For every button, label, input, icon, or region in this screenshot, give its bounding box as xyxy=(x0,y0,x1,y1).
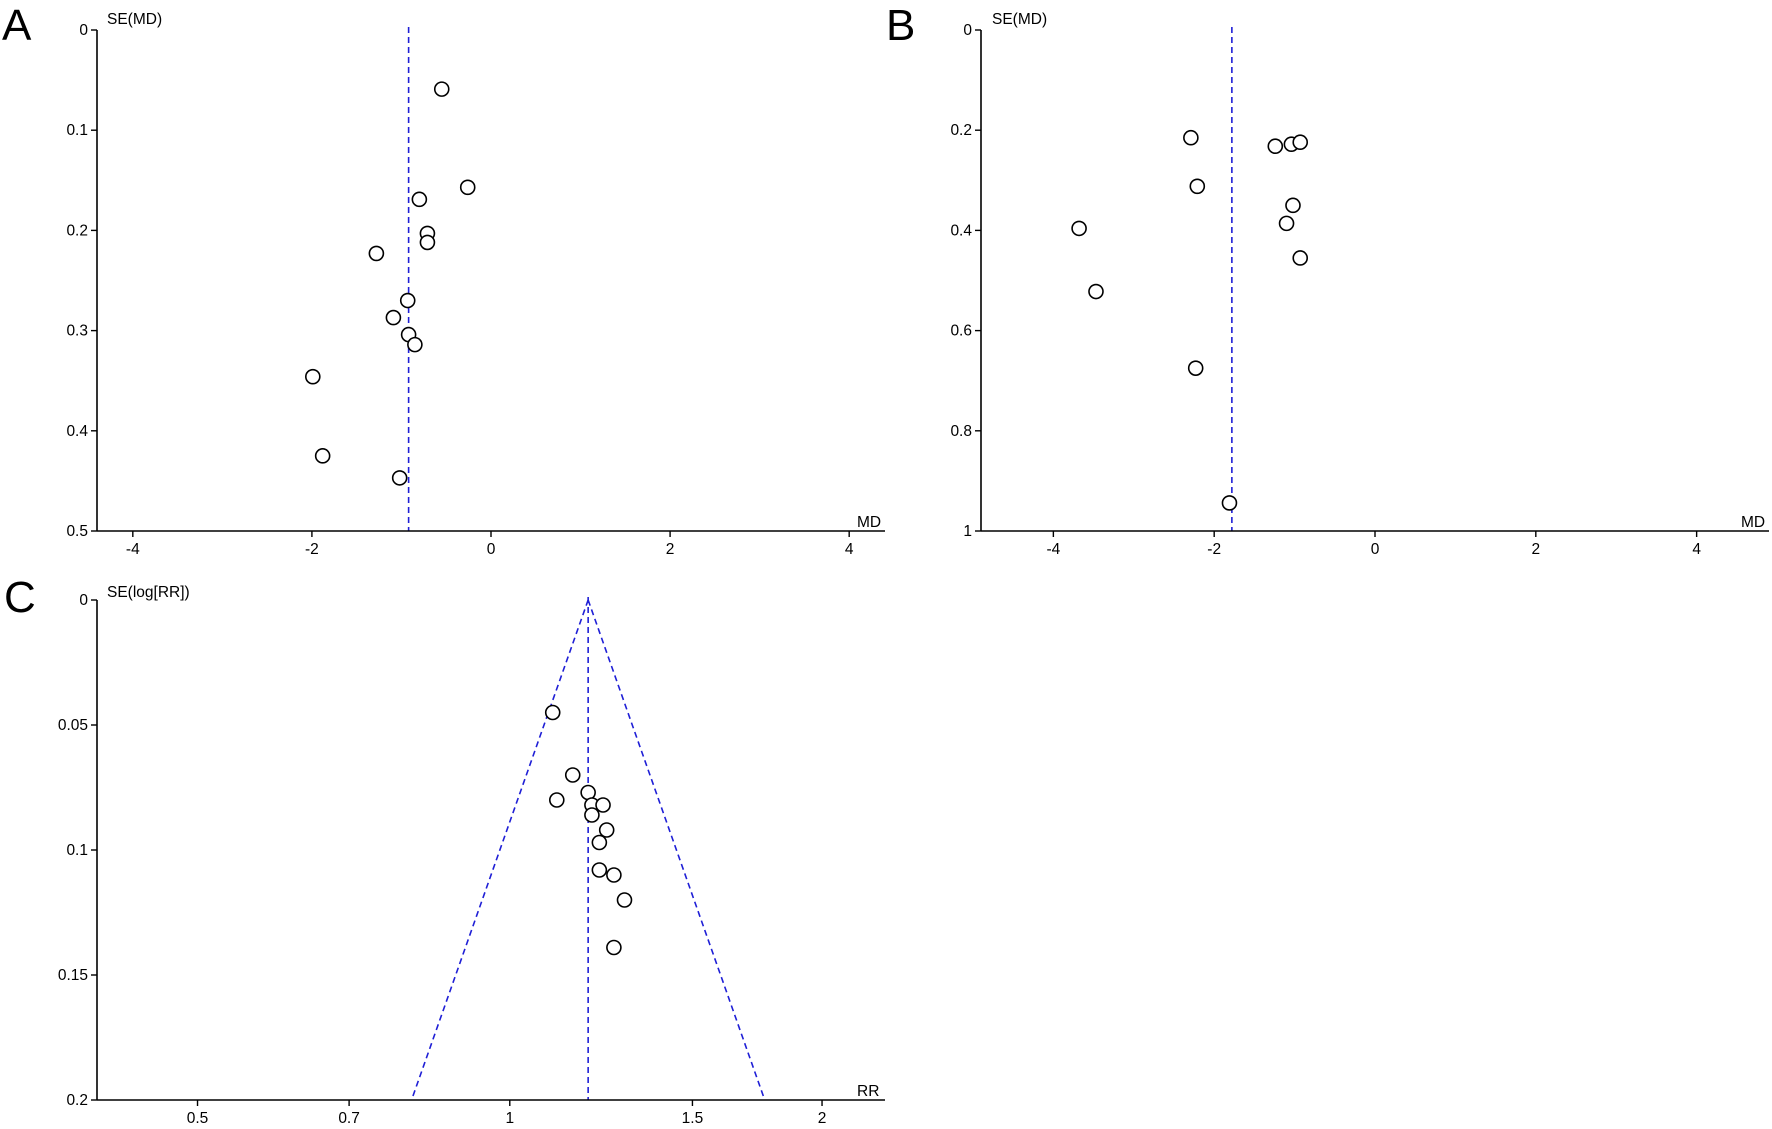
panel-b-study-point xyxy=(1183,129,1199,146)
panel-a-study-point xyxy=(368,245,385,262)
panel-b-study-point xyxy=(1189,178,1206,195)
panel-b-y-tick-label: 0 xyxy=(963,22,972,39)
panel-a-study-point xyxy=(433,81,450,97)
panel-a-y-tick-label: 0.3 xyxy=(66,323,88,340)
panel-a-study-point xyxy=(391,470,408,486)
panel-c-funnel-left-limit xyxy=(410,599,589,1101)
panel-a-study-point xyxy=(419,234,436,251)
panel-a-points xyxy=(305,81,476,486)
panel-a-ticks: -4 -2 0 2 4 0 0.1 0.2 0.3 0.4 0.5 xyxy=(66,22,853,558)
panel-a-axes xyxy=(96,30,885,532)
panel-a-x-tick-label: 2 xyxy=(666,541,675,558)
panel-c-y-tick-label: 0 xyxy=(79,592,88,609)
panel-b-study-point xyxy=(1292,134,1309,151)
panel-a: A -4 -2 0 2 4 0 0.1 0.2 0.3 0.4 0.5 SE(MD) MD xyxy=(2,1,885,558)
panel-c-study-point xyxy=(548,792,565,808)
panel-c: C 0.5 0.7 1 1.5 2 0 0.05 0.1 0.15 0.2 SE(log[RR])… xyxy=(4,573,885,1127)
panel-c-x-tick-label: 0.7 xyxy=(338,1110,360,1127)
panel-c-funnel-right-limit xyxy=(587,599,766,1101)
panel-b-x-tick-label: -4 xyxy=(1046,541,1060,558)
panel-b-x-tick-label: -2 xyxy=(1207,541,1221,558)
panel-a-study-point xyxy=(314,448,331,464)
panel-c-axes xyxy=(96,600,885,1101)
panel-b-y-tick-label: 1 xyxy=(963,523,972,540)
panel-b-points xyxy=(1071,129,1309,511)
panel-b-study-point xyxy=(1292,250,1309,266)
panel-b-study-point xyxy=(1071,220,1087,237)
panel-c-x-tick-label: 0.5 xyxy=(187,1110,209,1127)
panel-c-y-tick-label: 0.15 xyxy=(58,967,88,984)
panel-b-axes xyxy=(980,30,1769,532)
panel-c-study-point xyxy=(584,807,600,823)
panel-c-study-point xyxy=(606,867,622,883)
panel-b-y-axis-title: SE(MD) xyxy=(992,11,1047,28)
panel-c-study-point xyxy=(591,834,608,851)
panel-c-x-tick-label: 1 xyxy=(505,1110,514,1127)
panel-a-study-point xyxy=(459,179,476,196)
panel-c-y-tick-label: 0.1 xyxy=(66,842,88,859)
panel-c-study-point xyxy=(564,767,581,783)
panel-b-study-point xyxy=(1285,197,1301,214)
panel-c-x-tick-label: 1.5 xyxy=(682,1110,704,1127)
panel-b-x-tick-label: 0 xyxy=(1371,541,1380,558)
panel-a-x-tick-label: 4 xyxy=(845,541,854,558)
panel-a-x-tick-label: 0 xyxy=(487,541,496,558)
panel-label-a: A xyxy=(2,1,32,50)
panel-b-study-point xyxy=(1187,360,1204,376)
panel-a-x-tick-label: -4 xyxy=(126,541,140,558)
panel-c-study-point xyxy=(591,862,608,878)
panel-b-y-tick-label: 0.6 xyxy=(950,323,972,340)
panel-b-x-axis-title: MD xyxy=(1741,514,1765,531)
panel-label-b: B xyxy=(886,1,915,50)
panel-c-ticks: 0.5 0.7 1 1.5 2 0 0.05 0.1 0.15 0.2 xyxy=(58,592,827,1127)
panel-c-y-tick-label: 0.05 xyxy=(58,717,88,734)
panel-a-study-point xyxy=(399,292,416,309)
panel-a-study-point xyxy=(407,336,423,353)
panel-a-x-tick-label: -2 xyxy=(305,541,319,558)
panel-b-ticks: -4 -2 0 2 4 0 0.2 0.4 0.6 0.8 1 xyxy=(950,22,1701,558)
panel-c-reference-lines xyxy=(410,597,766,1101)
panel-c-x-axis-title: RR xyxy=(857,1083,879,1100)
panel-a-y-tick-label: 0.4 xyxy=(66,423,88,440)
panel-b-study-point xyxy=(1088,283,1104,300)
panel-b-x-tick-label: 2 xyxy=(1532,541,1541,558)
panel-a-y-tick-label: 0.2 xyxy=(66,222,88,239)
panel-b: B -4 -2 0 2 4 0 0.2 0.4 0.6 0.8 1 SE(MD) MD xyxy=(886,1,1769,558)
panel-c-y-axis-title: SE(log[RR]) xyxy=(107,584,190,601)
panel-c-y-tick-label: 0.2 xyxy=(66,1092,88,1109)
panel-b-study-point xyxy=(1267,138,1284,155)
panel-c-study-point xyxy=(606,939,622,956)
panel-c-x-tick-label: 2 xyxy=(818,1110,827,1127)
panel-b-study-point xyxy=(1278,215,1295,232)
panel-a-x-axis-title: MD xyxy=(857,514,881,531)
panel-label-c: C xyxy=(4,573,36,622)
panel-a-study-point xyxy=(305,368,321,385)
panel-c-study-point xyxy=(598,822,615,838)
panel-b-y-tick-label: 0.8 xyxy=(950,423,972,440)
panel-b-y-tick-label: 0.4 xyxy=(950,222,972,239)
panel-a-study-point xyxy=(385,309,402,326)
panel-c-points xyxy=(544,704,633,956)
panel-c-study-point xyxy=(595,797,611,813)
panel-a-y-tick-label: 0.1 xyxy=(66,122,88,139)
panel-a-y-tick-label: 0.5 xyxy=(66,523,88,540)
panel-a-y-axis-title: SE(MD) xyxy=(107,11,162,28)
panel-b-x-tick-label: 4 xyxy=(1692,541,1701,558)
panel-b-y-tick-label: 0.2 xyxy=(950,122,972,139)
panel-a-y-tick-label: 0 xyxy=(79,22,88,39)
panel-c-study-point xyxy=(544,704,561,721)
panel-a-study-point xyxy=(411,191,428,208)
panel-c-study-point xyxy=(616,892,633,908)
panel-b-study-point xyxy=(1221,495,1238,511)
